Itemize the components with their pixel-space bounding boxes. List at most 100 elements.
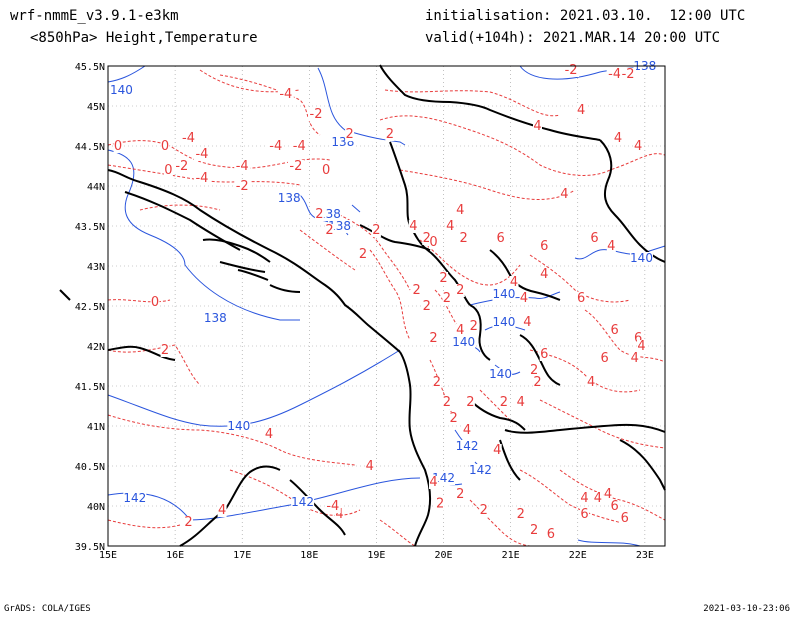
temperature-contour-label-bg <box>606 240 616 253</box>
temperature-contour-label-bg <box>445 220 455 233</box>
temperature-contour-label-bg <box>335 508 345 521</box>
lat-tick-label: 42.5N <box>75 302 105 313</box>
temperature-contour-label: 6 <box>611 499 619 514</box>
temperature-contour-label: 6 <box>540 347 548 362</box>
height-contour-label-bg <box>203 312 227 325</box>
temperature-contour-label: -2 <box>622 67 635 82</box>
temperature-contour-label: -4 <box>326 499 339 514</box>
temperature-contour-label: 4 <box>560 187 568 202</box>
temperature-contour-label: 4 <box>631 351 639 366</box>
lat-tick-label: 40.5N <box>75 462 105 473</box>
temperature-contour-label: 2 <box>449 411 457 426</box>
height-contour-label-bg <box>452 336 476 349</box>
height-contour-label-bg <box>492 316 516 329</box>
temperature-contour-label: 4 <box>523 315 531 330</box>
temperature-contour-label-bg <box>428 236 438 249</box>
temperature-contour-label-bg <box>455 488 465 501</box>
temperature-contour-label-bg <box>492 444 502 457</box>
temperature-contour-label-bg <box>600 352 610 365</box>
temperature-contour-label: 2 <box>443 395 451 410</box>
height-contour-label: 140 <box>227 419 250 433</box>
temperature-contour-label: 4 <box>510 275 518 290</box>
temperature-contour-label-bg <box>606 68 623 81</box>
temperature-contour-label: -4 <box>195 171 208 186</box>
lon-tick-label: 21E <box>502 550 520 561</box>
temperature-contour-label-bg <box>160 140 170 153</box>
temperature-contour-label: 4 <box>265 427 273 442</box>
height-contour-label: 140 <box>489 367 512 381</box>
temperature-contour-label-bg <box>324 224 334 237</box>
temperature-contour-label-bg <box>576 104 586 117</box>
temperature-contour-label: 6 <box>611 323 619 338</box>
height-contour-label: 140 <box>110 83 133 97</box>
temperature-contour-label: 2 <box>480 503 488 518</box>
height-contour-label-bg <box>468 464 492 477</box>
temperature-contour-label-bg <box>439 272 449 285</box>
temperature-contour-label: -2 <box>289 159 302 174</box>
height-contour-label: 142 <box>123 491 146 505</box>
temperature-contour-label-bg <box>422 232 432 245</box>
temperature-contour-label-bg <box>610 500 620 513</box>
temperature-contour-label-bg <box>314 208 324 221</box>
temperature-contour-label: 4 <box>614 131 622 146</box>
temperature-contour-label: 4 <box>587 375 595 390</box>
temperature-contour-label: 0 <box>429 235 437 250</box>
temperature-contour-label-bg <box>559 188 569 201</box>
temperature-contour-label-bg <box>412 284 422 297</box>
temperature-contour-label: 2 <box>533 375 541 390</box>
temperature-contour-label: 4 <box>493 443 501 458</box>
temperature-contour-label: 2 <box>386 127 394 142</box>
temperature-contour-label: 2 <box>429 331 437 346</box>
temperature-contour-label-bg <box>435 497 445 511</box>
temperature-contour-label-bg <box>610 324 620 337</box>
height-contour-labels: 1401381381381381401381401401401401401421… <box>109 59 657 509</box>
temperature-contour-label-bg <box>529 524 539 537</box>
temperature-contour-label: 4 <box>604 487 612 502</box>
temperature-contour-label: 0 <box>164 163 172 178</box>
temperature-contour-label-bg <box>539 268 549 281</box>
temperature-contour-label: -4 <box>236 159 249 174</box>
temperature-contour-label: -4 <box>182 131 195 146</box>
temperature-contour-label-bg <box>586 376 596 389</box>
temperature-contour-label: 2 <box>161 343 169 358</box>
temperature-contour-label-bg <box>579 492 589 505</box>
temperature-contour-label-bg <box>345 128 355 141</box>
height-contour-label-bg <box>277 192 301 205</box>
temperature-contour-label: 2 <box>460 231 468 246</box>
temperature-contour-label: 4 <box>366 459 374 474</box>
temperature-contour-label: 2 <box>315 207 323 222</box>
lon-tick-label: 22E <box>569 550 587 561</box>
lon-tick-label: 19E <box>367 550 385 561</box>
temperature-contour-label: 4 <box>456 203 464 218</box>
temperature-contour-label: 4 <box>540 267 548 282</box>
temperature-contour-label-bg <box>603 488 613 501</box>
temperature-contour-label-bg <box>532 120 542 133</box>
temperature-contour-label-bg <box>516 396 526 409</box>
temperature-contour-label-bg <box>442 292 452 305</box>
temperature-contour-label: 2 <box>325 223 333 238</box>
temperature-contour-label-bg <box>563 64 580 77</box>
temperature-contour-label: 2 <box>436 497 444 512</box>
height-contour-label-bg <box>109 84 133 97</box>
temperature-contour-label-bg <box>455 324 465 337</box>
temperature-contour-label-bg <box>277 88 294 101</box>
lon-tick-label: 16E <box>166 550 184 561</box>
temperature-contour-label-bg <box>465 396 475 409</box>
temperature-contour-label-bg <box>529 364 539 377</box>
lon-tick-label: 23E <box>636 550 654 561</box>
temperature-contour-label-bg <box>321 164 331 177</box>
valid-time: valid(+104h): 2021.MAR.14 20:00 UTC <box>425 30 721 46</box>
temperature-contour-label-bg <box>173 160 190 173</box>
temperature-contour-label: 2 <box>433 375 441 390</box>
temperature-contour-label: -2 <box>565 63 578 78</box>
height-contour-label-bg <box>492 288 516 301</box>
lat-tick-label: 43.5N <box>75 222 105 233</box>
height-contour-label-bg <box>291 496 315 509</box>
temperature-contour-label: 0 <box>114 139 122 154</box>
temperature-contour-label-bg <box>184 516 194 529</box>
temperature-contour-label-bg <box>576 292 586 305</box>
temperature-contour-label: -4 <box>608 67 621 82</box>
lat-tick-label: 41N <box>87 422 105 433</box>
